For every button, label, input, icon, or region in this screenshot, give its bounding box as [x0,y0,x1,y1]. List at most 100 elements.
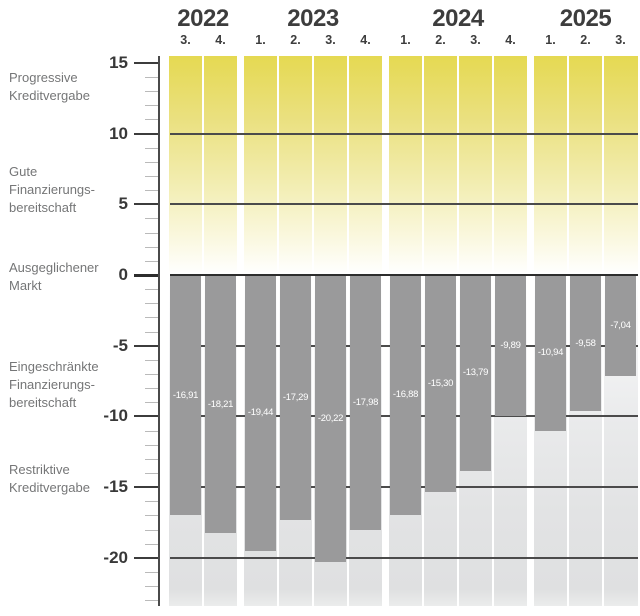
grid-line [170,132,638,135]
y-axis-tick-label: -15 [103,477,128,497]
bar-value-label: -18,21 [207,398,234,410]
quarter-label: 4. [215,33,226,47]
zone-label: Eingeschränkte Finanzierungs-bereitschaft [9,358,159,412]
bar: -17,98 [350,276,381,531]
y-axis-major-tick [134,556,158,559]
band-positive [459,56,492,274]
zone-label: Restriktive Kreditvergabe [9,461,159,497]
y-axis-minor-tick [145,289,158,291]
bar: -13,79 [460,276,491,471]
bar: -18,21 [205,276,236,534]
y-axis-minor-tick [145,161,158,163]
quarter-label: 3. [615,33,626,47]
year-label: 2022 [177,5,229,32]
bar-value-label: -13,79 [462,367,489,379]
bar-value-label: -9,89 [500,339,521,351]
quarter-label: 2. [435,33,446,47]
bar: -15,30 [425,276,456,493]
bar-value-label: -17,98 [352,397,379,409]
zone-label: Gute Finanzierungs-bereitschaft [9,163,159,217]
y-axis-minor-tick [145,501,158,503]
y-axis-minor-tick [145,232,158,234]
y-axis-minor-tick [145,388,158,390]
zone-label-line: Kreditvergabe [9,479,90,495]
band-positive [534,56,567,274]
y-axis-tick-label: 10 [109,123,128,143]
quarter-label: 4. [360,33,371,47]
y-axis-minor-tick [145,331,158,333]
grid-line [170,203,638,206]
zone-label: Progressive Kreditvergabe [9,69,159,105]
quarter-label: 2. [580,33,591,47]
y-axis-major-tick [134,274,158,277]
y-axis-minor-tick [145,218,158,220]
bar-value-label: -16,91 [172,389,199,401]
y-axis-minor-tick [145,190,158,192]
zone-label-line: Eingeschränkte [9,359,99,375]
zone-label-line: Progressive [9,70,78,85]
y-axis-tick-label: 5 [118,194,128,214]
bar-value-label: -16,88 [392,389,419,401]
quarter-label: 2. [290,33,301,47]
y-axis-minor-tick [145,529,158,531]
grid-line [170,556,638,559]
bar: -10,94 [535,276,566,431]
y-axis-minor-tick [145,571,158,573]
band-positive [279,56,312,274]
zone-label-line: bereitschaft [9,200,77,216]
band-positive [494,56,527,274]
y-axis-tick-label: 15 [109,52,128,72]
zone-label-line: Markt [9,278,42,294]
bar-value-label: -10,94 [537,347,564,359]
band-positive [349,56,382,274]
bar: -16,88 [390,276,421,515]
y-axis-line [158,56,160,606]
y-axis-minor-tick [145,515,158,517]
zone-label-line: Finanzierungs- [9,377,95,393]
y-axis-major-tick [134,344,158,347]
y-axis-tick-label: -5 [112,335,128,355]
y-axis-tick-label: -20 [103,547,128,567]
quarter-label: 1. [255,33,266,47]
y-axis-tick-label: -10 [103,406,128,426]
zone-label: Ausgeglichener Markt [9,259,159,295]
y-axis-minor-tick [145,77,158,79]
bar-value-label: -20,22 [317,412,344,424]
y-axis-minor-tick [145,246,158,248]
y-axis-minor-tick [145,317,158,319]
zone-label-line: Restriktive [9,461,70,477]
y-axis-minor-tick [145,472,158,474]
year-label: 2025 [559,5,612,32]
y-axis-minor-tick [145,444,158,446]
quarter-label: 4. [505,33,516,47]
y-axis-minor-tick [145,359,158,361]
band-positive [244,56,277,274]
bar: -16,91 [170,276,201,516]
y-axis-minor-tick [145,176,158,178]
year-label: 2024 [432,5,484,32]
y-axis-minor-tick [145,119,158,121]
bar-value-label: -19,44 [247,407,274,419]
y-axis-minor-tick [145,91,158,93]
y-axis-minor-tick [145,402,158,404]
quarter-label: 3. [470,33,481,47]
y-axis-minor-tick [145,600,158,602]
quarter-label: 1. [400,33,411,47]
bar-value-label: -17,29 [282,392,309,404]
zone-label-line: Finanzierungs- [9,182,95,198]
bar-value-label: -15,30 [427,378,454,390]
y-axis-major-tick [134,61,158,64]
y-axis-minor-tick [145,586,158,588]
bar-value-label: -7,04 [610,319,631,331]
quarter-label: 3. [325,33,336,47]
y-axis-minor-tick [145,147,158,149]
y-axis-major-tick [134,486,158,489]
band-positive [604,56,638,274]
bar: -7,04 [605,276,636,376]
bar-value-label: -9,58 [575,337,596,349]
zone-label-line: Gute [9,164,38,180]
y-axis-major-tick [134,203,158,206]
band-positive [204,56,237,274]
bar: -9,89 [495,276,526,416]
